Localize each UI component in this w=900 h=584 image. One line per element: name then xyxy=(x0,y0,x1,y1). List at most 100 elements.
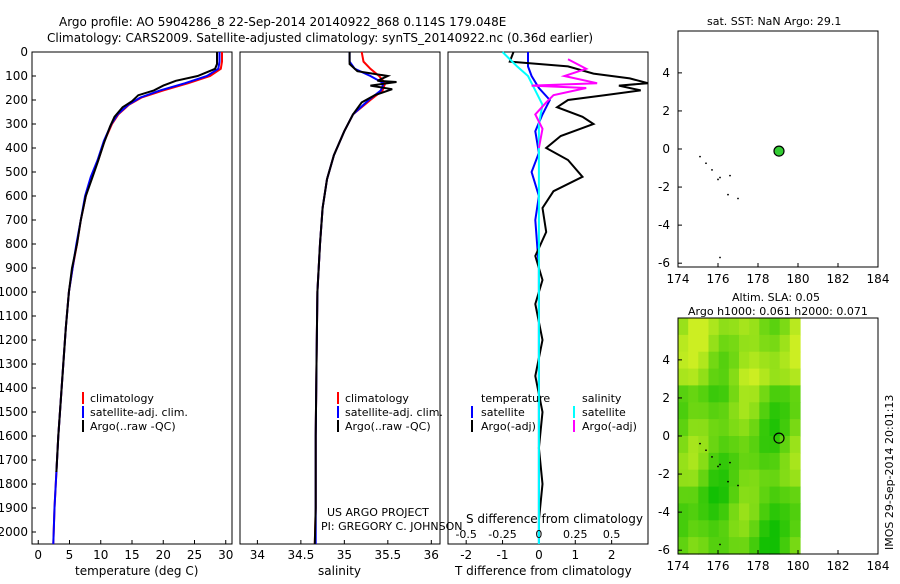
sla-cell xyxy=(779,318,791,336)
x-tick-label: 10 xyxy=(93,548,108,562)
series-line-argo-adj- xyxy=(508,51,649,521)
x-tick-label: 35.5 xyxy=(374,548,401,562)
sla-cell xyxy=(759,520,771,538)
sla-cell xyxy=(769,537,781,555)
sla-cell xyxy=(749,402,760,420)
y-tick-label: -6 xyxy=(658,543,670,557)
sla-cell xyxy=(769,452,781,471)
track-point xyxy=(717,178,719,181)
y-tick-label: 0 xyxy=(662,142,670,156)
y-tick-label: 1400 xyxy=(0,381,28,395)
y-tick-label: 100 xyxy=(5,69,28,83)
series-line-argo-raw-qc- xyxy=(313,52,397,545)
pi-label: PI: GREGORY C. JOHNSON xyxy=(321,520,462,533)
y-tick-label: 300 xyxy=(5,117,28,131)
sla-cell xyxy=(789,503,801,521)
sla-cell xyxy=(779,520,791,538)
sla-cell xyxy=(789,368,801,387)
sla-cell xyxy=(789,520,801,538)
sla-cell xyxy=(708,520,720,538)
y-tick-label: 2000 xyxy=(0,525,28,539)
sla-cell xyxy=(678,436,689,454)
x-tick-label: 34.5 xyxy=(288,548,315,562)
sla-cell xyxy=(678,368,689,387)
sla-cell xyxy=(789,318,801,336)
x-tick-label: 5 xyxy=(66,548,74,562)
sla-cell xyxy=(749,520,760,538)
y-tick-label: -2 xyxy=(658,467,670,481)
sla-map-frame xyxy=(677,317,879,555)
project-label: US ARGO PROJECT xyxy=(327,506,429,519)
sla-cell xyxy=(779,486,791,505)
sla-cell xyxy=(789,436,801,454)
sla-cell xyxy=(759,469,771,488)
y-tick-label: 900 xyxy=(5,261,28,275)
y-tick-label: -2 xyxy=(658,180,670,194)
sla-cell xyxy=(688,385,699,403)
y-tick-label: 2 xyxy=(662,391,670,405)
x-tick-label: -2 xyxy=(460,548,472,562)
salinity-panel-frame xyxy=(239,51,441,545)
sla-cell xyxy=(678,334,689,353)
sla-cell xyxy=(769,402,781,420)
sla-cell xyxy=(718,385,730,403)
legend-salinity-title: salinity xyxy=(582,392,622,405)
sla-cell xyxy=(678,351,689,370)
y-tick-label: -4 xyxy=(658,505,670,519)
track-point xyxy=(711,169,713,171)
sla-cell xyxy=(769,385,781,403)
sla-cell xyxy=(739,402,750,420)
sla-cell xyxy=(779,503,791,521)
y-tick-label: 200 xyxy=(5,93,28,107)
track-point xyxy=(705,449,707,452)
sla-cell xyxy=(728,469,740,488)
header-line-2: Climatology: CARS2009. Satellite-adjuste… xyxy=(47,31,593,45)
sla-map-title: Altim. SLA: 0.05 xyxy=(732,291,820,304)
sla-cell xyxy=(698,334,710,353)
s-tick-label: -0.5 xyxy=(455,528,476,541)
sla-cell xyxy=(749,351,760,370)
track-point xyxy=(711,456,713,458)
sla-cell xyxy=(728,486,740,505)
sla-cell xyxy=(688,334,699,353)
series-line-argo-raw-qc- xyxy=(55,52,218,473)
sla-cell xyxy=(759,486,771,505)
y-tick-label: 1900 xyxy=(0,501,28,515)
sla-cell xyxy=(789,351,801,370)
sla-cell xyxy=(688,402,699,420)
y-tick-label: 700 xyxy=(5,213,28,227)
sla-cell xyxy=(739,436,750,454)
sla-cell xyxy=(708,503,720,521)
x-tick-label: 184 xyxy=(867,272,890,286)
series-line-sal-argo-adj- xyxy=(531,58,598,149)
track-point xyxy=(727,193,729,196)
sla-cell xyxy=(769,419,781,437)
sla-cell xyxy=(718,368,730,387)
sla-cell xyxy=(718,520,730,538)
sla-cell xyxy=(779,452,791,471)
t-difference-xlabel: T difference from climatology xyxy=(454,564,632,578)
sla-cell xyxy=(759,436,771,454)
y-tick-label: 4 xyxy=(662,353,670,367)
x-tick-label: 30 xyxy=(218,548,233,562)
y-tick-label: 1200 xyxy=(0,333,28,347)
sla-cell xyxy=(779,334,791,353)
x-tick-label: 0 xyxy=(34,548,42,562)
y-tick-label: -6 xyxy=(658,256,670,270)
sla-cell xyxy=(789,537,801,555)
sla-cell xyxy=(678,537,689,555)
sla-map-subtitle: Argo h1000: 0.061 h2000: 0.071 xyxy=(688,305,868,318)
sla-cell xyxy=(769,351,781,370)
track-point xyxy=(699,155,701,158)
sla-cell xyxy=(779,385,791,403)
y-tick-label: 800 xyxy=(5,237,28,251)
sla-cell xyxy=(688,503,699,521)
track-point xyxy=(729,461,731,464)
temperature-xlabel: temperature (deg C) xyxy=(75,564,198,578)
salinity-legend: climatology satellite-adj. clim. Argo(..… xyxy=(337,392,443,433)
legend-t-satellite-label: satellite xyxy=(481,406,525,419)
sla-cell xyxy=(739,368,750,387)
sla-cell xyxy=(739,452,750,471)
sla-cell xyxy=(759,334,771,353)
